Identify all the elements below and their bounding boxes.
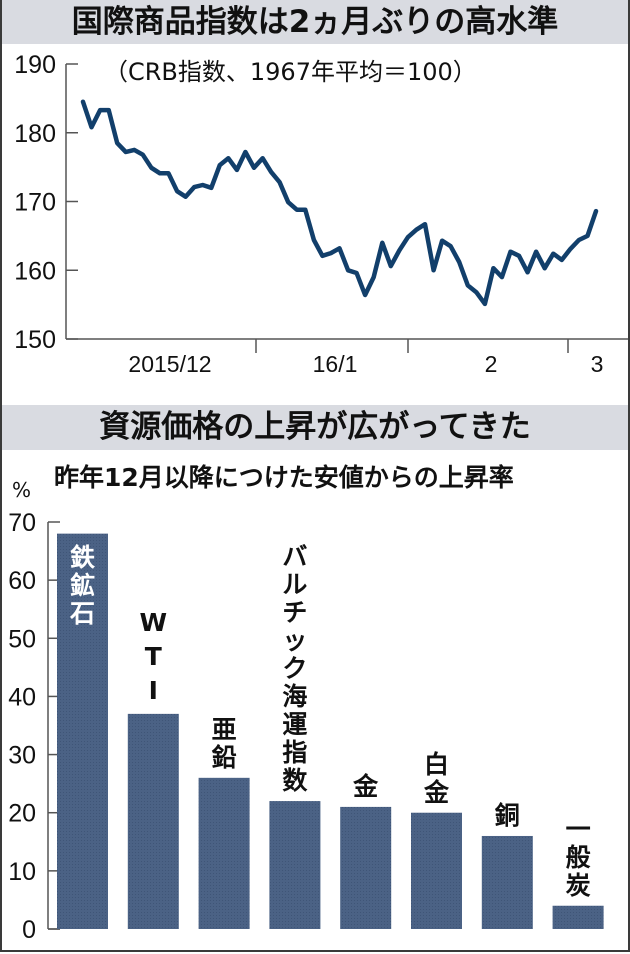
bar-label: 亜鉛 — [211, 714, 237, 772]
x-tick-label: 16/1 — [313, 351, 358, 377]
bar-label: 鉄鉱石 — [69, 542, 95, 628]
line-chart-x-ticks: 2015/12 16/1 2 3 — [128, 339, 603, 377]
y-tick-label: 170 — [14, 189, 56, 217]
bar-label: 一般炭 — [565, 814, 591, 900]
line-chart-y-ticks: 150 160 170 180 190 — [14, 51, 78, 354]
x-tick-label: 2015/12 — [128, 351, 211, 377]
bar-chart-subtitle: 昨年12月以降につけた安値からの上昇率 — [54, 463, 514, 492]
bar-label: 白金 — [423, 749, 449, 807]
bar-chart-title: 資源価格の上昇が広がってきた — [2, 405, 628, 450]
bar-label: バルチック海運指数 — [282, 542, 308, 796]
bar-chart-unit: % — [12, 478, 32, 502]
x-tick-label: 2 — [485, 351, 498, 377]
bar-label: 銅 — [494, 800, 520, 830]
bar-label: 金 — [353, 771, 379, 801]
y-tick-label: 150 — [14, 326, 56, 354]
x-tick-label: 3 — [591, 351, 604, 377]
y-tick-label: 180 — [14, 120, 56, 148]
line-chart-subtitle: （CRB指数、1967年平均＝100） — [104, 58, 477, 86]
y-tick-label: 160 — [14, 257, 56, 285]
line-chart-axes — [65, 64, 628, 340]
y-tick-label: 190 — [14, 51, 56, 79]
crb-index-line — [80, 99, 599, 307]
line-chart: 150 160 170 180 190 2015/12 16/1 2 3 — [14, 51, 628, 377]
line-chart-title: 国際商品指数は2ヵ月ぶりの高水準 — [2, 0, 628, 44]
